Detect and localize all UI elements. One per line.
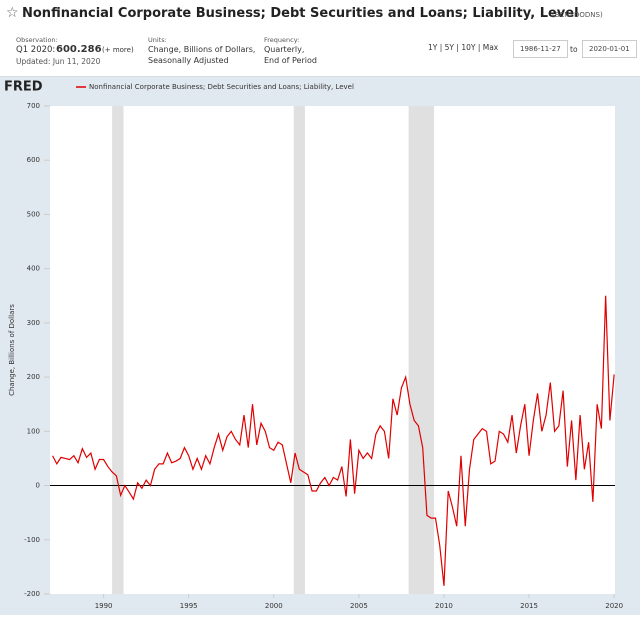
- y-tick-label: 300: [27, 319, 40, 327]
- label: Observation:: [16, 36, 58, 44]
- label: Units:: [148, 36, 167, 44]
- x-tick-label: 2015: [520, 602, 538, 610]
- y-tick-label: 400: [27, 265, 40, 273]
- to: to: [570, 45, 578, 54]
- frequency: End of Period: [264, 56, 317, 65]
- sep: |: [437, 43, 445, 52]
- sep: |: [454, 43, 462, 52]
- date-input[interactable]: 2020-01-01: [582, 40, 637, 58]
- x-tick-label: 2000: [265, 602, 283, 610]
- chart: FRED Nonfinancial Corporate Business; De…: [0, 77, 640, 615]
- recession-band: [112, 106, 124, 594]
- plot-area: [50, 106, 615, 594]
- title: Nonfinancial Corporate Business; Debt Se…: [22, 6, 579, 21]
- frequency: Quarterly,: [264, 45, 305, 54]
- logo: FRED: [4, 80, 43, 95]
- x-tick-label: 2005: [350, 602, 368, 610]
- series-id: (BCNSDODNS): [552, 11, 603, 19]
- x-tick-label: 1990: [95, 602, 113, 610]
- date-input[interactable]: 1986-11-27: [513, 40, 568, 58]
- updated: Updated: Jun 11, 2020: [16, 57, 101, 66]
- obs-period: Q1 2020:: [16, 45, 56, 55]
- star[interactable]: ☆: [6, 5, 19, 21]
- sep: |: [475, 43, 483, 52]
- label: Frequency:: [264, 36, 300, 44]
- range-links: 1Y | 5Y | 10Y | Max: [428, 43, 498, 52]
- x-tick-label: 2010: [435, 602, 453, 610]
- y-tick-label: 200: [27, 373, 40, 381]
- range-link[interactable]: 5Y: [444, 43, 455, 52]
- header: ☆ Nonfinancial Corporate Business; Debt …: [0, 0, 640, 77]
- y-tick-label: 500: [27, 210, 40, 218]
- range-link[interactable]: 1Y: [428, 43, 438, 52]
- recession-band: [408, 106, 435, 594]
- obs-value: 600.286: [56, 44, 102, 55]
- units: Change, Billions of Dollars,: [148, 45, 256, 54]
- y-tick-label: -100: [24, 536, 40, 544]
- recession-band: [293, 106, 305, 594]
- legend-label: Nonfinancial Corporate Business; Debt Se…: [89, 83, 354, 91]
- units: Seasonally Adjusted: [148, 56, 229, 65]
- y-tick-label: -200: [24, 590, 40, 598]
- y-tick-label: 700: [27, 102, 40, 110]
- x-tick-label: 1995: [180, 602, 198, 610]
- y-tick-label: 0: [36, 482, 40, 490]
- y-tick-label: 100: [27, 427, 40, 435]
- series-line: [52, 295, 615, 586]
- y-tick-label: 600: [27, 156, 40, 164]
- x-tick-label: 2020: [605, 602, 623, 610]
- y-axis-label: Change, Billions of Dollars: [8, 304, 16, 396]
- more-link[interactable]: (+ more): [102, 46, 134, 54]
- chart-container: FRED Nonfinancial Corporate Business; De…: [0, 77, 640, 619]
- range-link[interactable]: Max: [482, 43, 499, 52]
- range-link[interactable]: 10Y: [461, 43, 476, 52]
